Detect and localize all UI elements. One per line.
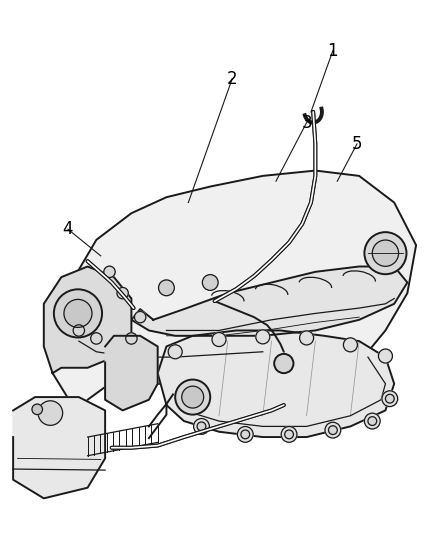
Circle shape [175,379,210,415]
Text: 3: 3 [301,114,312,132]
Polygon shape [44,266,131,373]
Circle shape [197,422,206,431]
Polygon shape [158,330,394,437]
Circle shape [237,426,253,442]
Circle shape [364,413,380,429]
Circle shape [104,266,115,278]
Circle shape [385,394,394,403]
Circle shape [328,426,337,434]
Circle shape [117,287,128,299]
Circle shape [194,418,209,434]
Text: 4: 4 [63,220,73,238]
Circle shape [159,280,174,296]
Circle shape [281,426,297,442]
Circle shape [382,391,398,407]
Circle shape [64,300,92,327]
Circle shape [91,333,102,344]
Circle shape [343,338,357,352]
Polygon shape [105,336,158,410]
Circle shape [274,354,293,373]
Polygon shape [53,171,416,416]
Circle shape [168,345,182,359]
Circle shape [241,430,250,439]
Circle shape [364,232,406,274]
Circle shape [182,386,204,408]
Circle shape [378,349,392,363]
Circle shape [256,330,270,344]
Circle shape [202,274,218,290]
Polygon shape [131,266,407,336]
Circle shape [134,311,146,323]
Circle shape [32,404,42,415]
Circle shape [372,240,399,266]
Text: 5: 5 [352,135,362,153]
Circle shape [325,422,341,438]
Polygon shape [13,397,105,498]
Text: 1: 1 [328,42,338,60]
Circle shape [38,401,63,425]
Circle shape [285,430,293,439]
Circle shape [212,333,226,346]
Circle shape [73,325,85,336]
Circle shape [300,331,314,345]
Text: 2: 2 [227,70,237,88]
Circle shape [54,289,102,337]
Circle shape [126,333,137,344]
Circle shape [368,417,377,425]
